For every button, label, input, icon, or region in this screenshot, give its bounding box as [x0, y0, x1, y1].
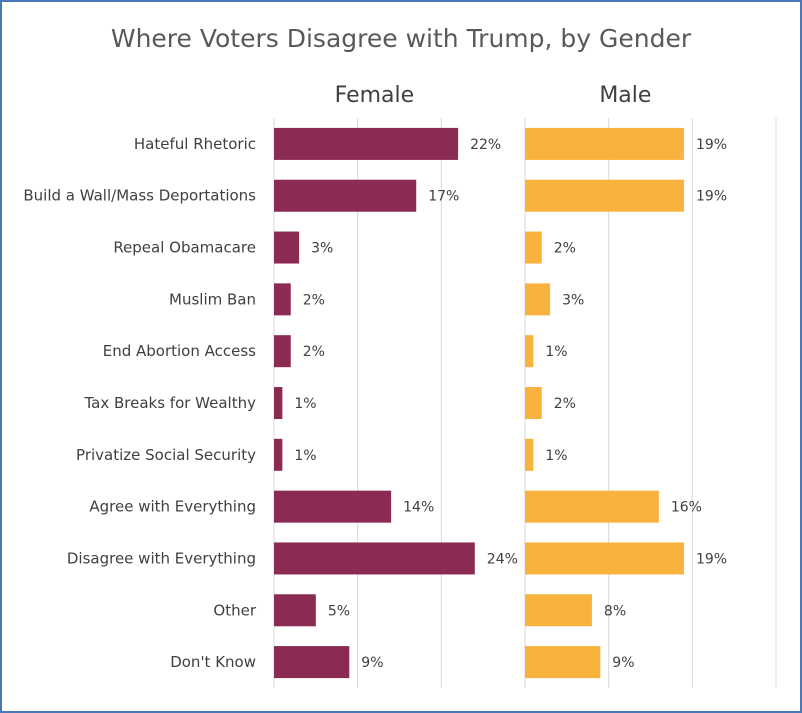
- bar: [274, 231, 300, 264]
- bar: [274, 127, 459, 160]
- bar: [274, 594, 316, 627]
- category-label: Build a Wall/Mass Deportations: [23, 187, 256, 205]
- data-label: 1%: [294, 396, 316, 412]
- bar: [525, 231, 542, 264]
- category-label: Hateful Rhetoric: [134, 135, 256, 153]
- data-label: 22%: [470, 137, 501, 153]
- bar: [274, 179, 417, 212]
- category-label: Repeal Obamacare: [113, 239, 256, 257]
- category-label: End Abortion Access: [103, 342, 256, 360]
- bar: [525, 127, 684, 160]
- data-label: 1%: [545, 344, 567, 360]
- bar: [525, 542, 684, 575]
- data-label: 17%: [428, 189, 459, 205]
- category-label: Agree with Everything: [89, 498, 256, 516]
- category-label: Disagree with Everything: [67, 549, 256, 567]
- bar: [274, 283, 291, 316]
- data-label: 24%: [487, 551, 518, 567]
- data-label: 19%: [696, 189, 727, 205]
- category-labels: Hateful Rhetoric Build a Wall/Mass Deport…: [23, 135, 256, 671]
- data-label: 8%: [604, 603, 626, 619]
- bar: [525, 179, 684, 212]
- category-label: Don't Know: [170, 653, 256, 671]
- data-label: 14%: [403, 500, 434, 516]
- data-label: 1%: [545, 448, 567, 464]
- data-label: 3%: [311, 241, 333, 257]
- data-label: 3%: [562, 292, 584, 308]
- data-label: 16%: [671, 500, 702, 516]
- category-label: Privatize Social Security: [76, 446, 256, 464]
- data-label: 19%: [696, 137, 727, 153]
- category-label: Other: [213, 601, 256, 619]
- data-label: 1%: [294, 448, 316, 464]
- bars: [274, 127, 684, 679]
- panel-title: Female: [335, 83, 415, 108]
- data-label: 5%: [328, 603, 350, 619]
- bar: [525, 594, 592, 627]
- data-label: 2%: [303, 344, 325, 360]
- bar: [274, 646, 350, 679]
- bar: [274, 335, 291, 368]
- bar: [525, 490, 659, 523]
- data-label: 9%: [612, 655, 634, 671]
- chart-title: Where Voters Disagree with Trump, by Gen…: [111, 24, 692, 53]
- data-label: 2%: [554, 241, 576, 257]
- data-label: 2%: [303, 292, 325, 308]
- bar: [274, 490, 392, 523]
- data-label: 19%: [696, 551, 727, 567]
- bar: [525, 283, 551, 316]
- data-label: 2%: [554, 396, 576, 412]
- category-label: Muslim Ban: [169, 290, 256, 308]
- bar: [525, 646, 601, 679]
- bar: [525, 335, 534, 368]
- bar: [525, 438, 534, 471]
- bar: [525, 387, 542, 419]
- data-label: 9%: [361, 655, 383, 671]
- panel-title: Male: [599, 83, 651, 108]
- bar: [274, 542, 475, 575]
- category-label: Tax Breaks for Wealthy: [83, 394, 256, 412]
- value-labels: 22% 17% 3% 2% 2% 1% 1% 14% 24% 5% 9% 19% 19% 2% 3% 1% 2%…: [294, 137, 727, 671]
- panel-titles: Female Male: [335, 83, 652, 108]
- bar: [274, 387, 283, 419]
- bar: [274, 438, 283, 471]
